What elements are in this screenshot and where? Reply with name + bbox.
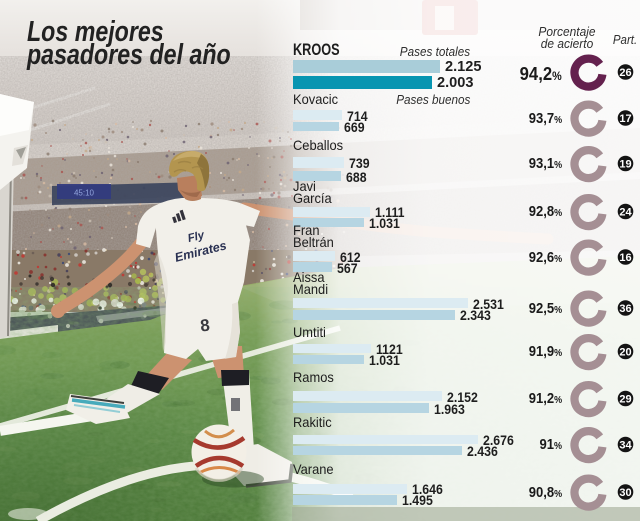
svg-text:19: 19 bbox=[619, 158, 631, 170]
svg-text:26: 26 bbox=[619, 67, 631, 79]
svg-text:17: 17 bbox=[619, 113, 631, 125]
svg-text:34: 34 bbox=[619, 439, 632, 451]
svg-text:29: 29 bbox=[619, 393, 631, 405]
svg-text:20: 20 bbox=[619, 346, 631, 358]
svg-text:36: 36 bbox=[619, 303, 631, 315]
svg-text:16: 16 bbox=[619, 252, 631, 264]
svg-text:24: 24 bbox=[619, 206, 632, 218]
svg-text:30: 30 bbox=[619, 487, 631, 499]
